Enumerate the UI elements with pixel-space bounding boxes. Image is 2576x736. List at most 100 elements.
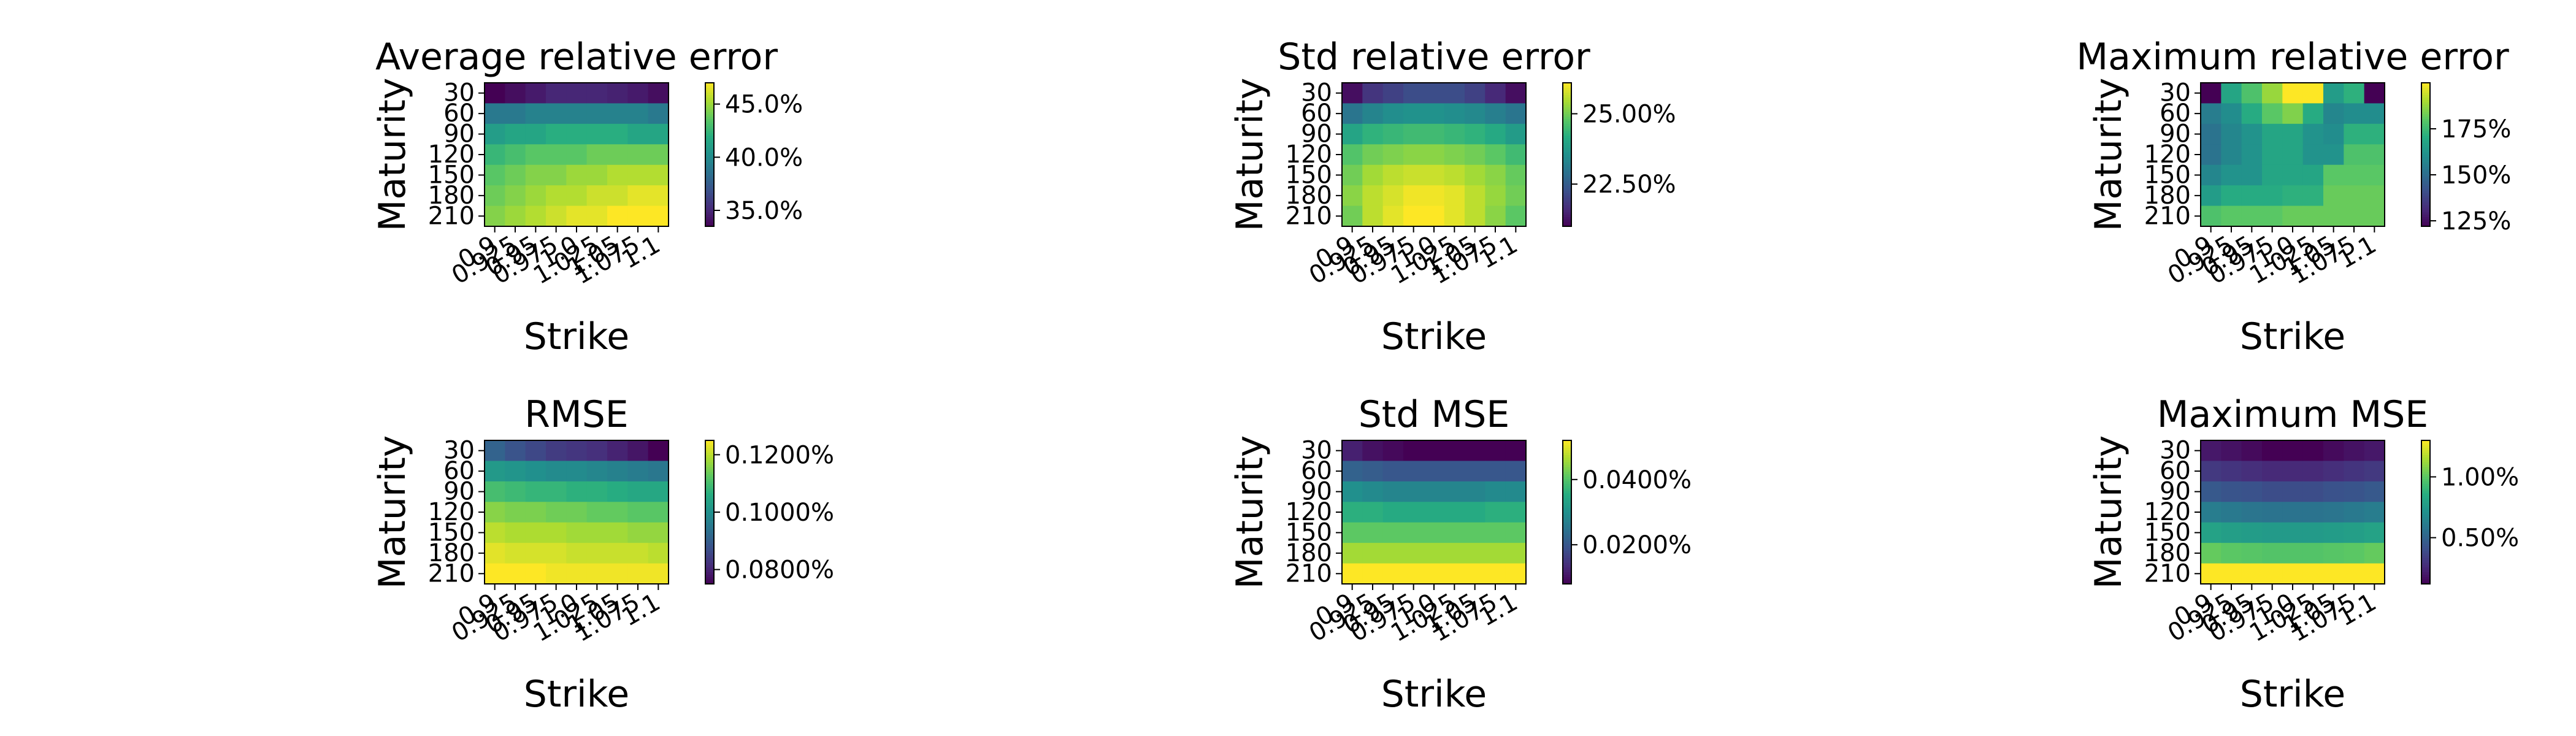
colorbar-segment	[705, 171, 714, 174]
heatmap-cell	[607, 185, 628, 207]
heatmap-cell	[2282, 563, 2304, 585]
panel-title: Std relative error	[1278, 36, 1590, 79]
heatmap-cell	[627, 123, 649, 145]
heatmap-cell	[586, 144, 608, 166]
colorbar-segment	[705, 142, 714, 145]
y-tick-label: 180	[1286, 182, 1332, 210]
colorbar-segment	[705, 567, 714, 570]
heatmap-cell	[2364, 481, 2385, 502]
colorbar-segment	[2421, 104, 2430, 107]
colorbar-segment	[1563, 469, 1571, 472]
colorbar-segment	[1563, 147, 1571, 150]
heatmap-cell	[1424, 502, 1445, 523]
heatmap-cell	[566, 502, 588, 523]
colorbar-segment	[1563, 569, 1571, 573]
colorbar-segment	[705, 534, 714, 537]
heatmap-panel-4: RMSE3060901201501802100.90.9250.950.9751…	[371, 393, 834, 716]
colorbar-segment	[1563, 159, 1571, 163]
x-axis-label: Strike	[524, 673, 629, 716]
colorbar-segment	[1563, 545, 1571, 549]
y-tick-label: 60	[443, 99, 475, 128]
colorbar-segment	[1563, 497, 1571, 501]
heatmap-cell	[2262, 440, 2283, 462]
heatmap-cell	[1485, 563, 1506, 585]
colorbar-segment	[2421, 131, 2430, 134]
panel-title: Maximum relative error	[2076, 36, 2509, 79]
colorbar-segment	[2421, 534, 2430, 537]
colorbar-segment	[2421, 155, 2430, 158]
y-tick-label: 30	[443, 79, 475, 107]
colorbar-segment	[1563, 500, 1571, 503]
heatmap-cell	[586, 563, 608, 585]
heatmap-cell	[2282, 185, 2304, 207]
x-axis-label: Strike	[1381, 315, 1487, 358]
y-tick-label: 150	[2144, 518, 2191, 546]
colorbar-segment	[2421, 116, 2430, 120]
y-tick-label: 90	[1301, 478, 1332, 506]
colorbar-segment	[2421, 567, 2430, 570]
heatmap-cell	[2364, 123, 2385, 145]
colorbar-segment	[2421, 176, 2430, 179]
colorbar-segment	[705, 126, 714, 129]
colorbar-segment	[1563, 488, 1571, 491]
colorbar-segment	[1563, 121, 1571, 124]
colorbar-segment	[2421, 553, 2430, 556]
heatmap-cell	[2201, 123, 2221, 145]
heatmap-cell	[2262, 205, 2283, 227]
heatmap-cell	[525, 563, 546, 585]
colorbar-segment	[1563, 526, 1571, 529]
heatmap-cell	[1362, 461, 1384, 482]
colorbar-segment	[705, 450, 714, 453]
colorbar-segment	[1563, 116, 1571, 120]
heatmap-cell	[1424, 123, 1445, 145]
colorbar-segment	[705, 483, 714, 486]
heatmap-cell	[1342, 164, 1363, 186]
heatmap-cell	[2262, 144, 2283, 166]
heatmap-cell	[1485, 185, 1506, 207]
colorbar-segment	[2421, 159, 2430, 163]
heatmap-panel-5: Std MSE3060901201501802100.90.9250.950.9…	[1229, 393, 1692, 716]
colorbar-segment	[705, 224, 714, 227]
colorbar-segment	[705, 145, 714, 148]
colorbar: 0.50% 1.00%	[2421, 440, 2519, 585]
heatmap-cell	[525, 123, 546, 145]
heatmap-cell	[1465, 83, 1485, 104]
colorbar-segment	[2421, 560, 2430, 563]
colorbar-segment	[1563, 553, 1571, 556]
heatmap-cell	[2323, 164, 2344, 186]
y-tick-label: 180	[428, 539, 475, 567]
colorbar-segment	[1563, 577, 1571, 580]
colorbar-segment	[705, 219, 714, 222]
colorbar-segment	[705, 190, 714, 193]
heatmap-cell	[2282, 164, 2304, 186]
colorbar-segment	[2421, 564, 2430, 568]
heatmap-cell	[2201, 461, 2221, 482]
colorbar-segment	[1563, 109, 1571, 112]
heatmap-cell	[2302, 144, 2324, 166]
colorbar-segment	[1563, 512, 1571, 515]
heatmap-cell	[485, 502, 505, 523]
colorbar-segment	[2421, 540, 2430, 544]
heatmap-cell	[2201, 440, 2221, 462]
colorbar-segment	[705, 457, 714, 460]
colorbar-segment	[1563, 132, 1571, 136]
colorbar-segment	[2421, 113, 2430, 117]
colorbar-segment	[1563, 185, 1571, 189]
colorbar-segment	[1563, 102, 1571, 105]
colorbar-segment	[2421, 209, 2430, 213]
heatmap-cell	[505, 522, 526, 543]
colorbar-segment	[2421, 495, 2430, 499]
panel-title: Std MSE	[1359, 393, 1510, 436]
colorbar-segment	[2421, 469, 2430, 472]
heatmap-cell	[2221, 144, 2242, 166]
colorbar-segment	[2421, 200, 2430, 203]
heatmap-cell	[648, 522, 669, 543]
colorbar-segment	[2421, 524, 2430, 527]
colorbar-segment	[2421, 579, 2430, 582]
colorbar-segment	[705, 526, 714, 529]
colorbar-segment	[705, 490, 714, 494]
colorbar-segment	[2421, 217, 2430, 220]
colorbar-segment	[705, 555, 714, 558]
heatmap-cell	[2364, 144, 2385, 166]
